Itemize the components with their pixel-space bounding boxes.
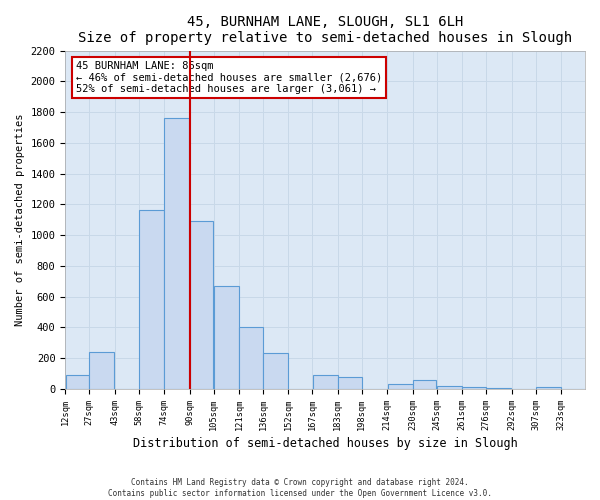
X-axis label: Distribution of semi-detached houses by size in Slough: Distribution of semi-detached houses by … [133,437,518,450]
Bar [536,388,561,389]
Bar [89,352,115,389]
Text: 45 BURNHAM LANE: 86sqm
← 46% of semi-detached houses are smaller (2,676)
52% of : 45 BURNHAM LANE: 86sqm ← 46% of semi-det… [76,60,382,94]
Bar [214,286,239,389]
Bar [313,375,338,389]
Bar [263,354,288,389]
Title: 45, BURNHAM LANE, SLOUGH, SL1 6LH
Size of property relative to semi-detached hou: 45, BURNHAM LANE, SLOUGH, SL1 6LH Size o… [78,15,572,45]
Bar [164,118,190,389]
Text: Contains HM Land Registry data © Crown copyright and database right 2024.
Contai: Contains HM Land Registry data © Crown c… [108,478,492,498]
Bar [437,386,462,389]
Bar [463,386,486,389]
Bar [190,221,214,389]
Bar [487,388,511,389]
Bar [388,384,413,389]
Bar [65,375,89,389]
Bar [239,328,263,389]
Bar [338,376,362,389]
Bar [413,380,436,389]
Y-axis label: Number of semi-detached properties: Number of semi-detached properties [15,114,25,326]
Bar [139,210,164,389]
